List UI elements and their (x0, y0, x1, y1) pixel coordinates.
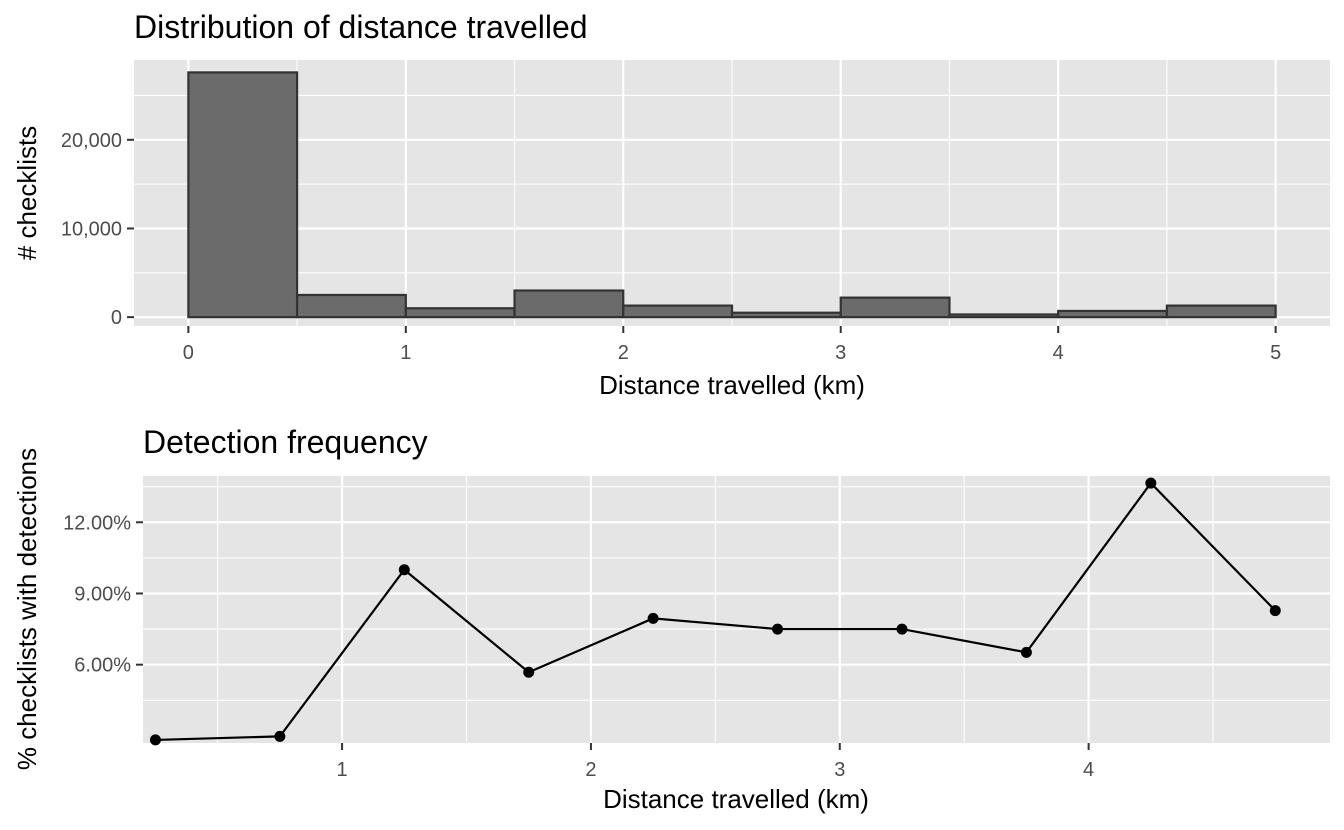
x-tick-label: 4 (1083, 759, 1094, 781)
y-tick-label: 9.00% (74, 583, 131, 605)
histogram-bar (730, 311, 842, 319)
detection-chart: Detection frequency 1 2 3 4 6.00% 9.00% 12.00%… (12, 424, 1330, 814)
histogram-bar (513, 289, 625, 319)
y-tick-label: 6.00% (74, 655, 131, 677)
histogram-bar (839, 296, 951, 319)
y-tick-label: 0 (111, 307, 122, 329)
histogram-chart: Distribution of distance travelled 0 1 2 3 4… (12, 9, 1330, 400)
detection-axes: 1 2 3 4 6.00% 9.00% 12.00% (63, 512, 1094, 781)
histogram-bar (948, 313, 1060, 319)
histogram-bar (622, 304, 734, 319)
x-tick-label: 1 (400, 342, 411, 364)
detection-point (398, 564, 410, 576)
x-tick-label: 1 (337, 759, 348, 781)
histogram-bar (295, 293, 407, 319)
histogram-x-axis-title: Distance travelled (km) (599, 370, 865, 400)
detection-x-axis-title: Distance travelled (km) (603, 784, 869, 814)
detection-line-series (149, 477, 1281, 746)
detection-line (155, 481, 1277, 742)
histogram-bar (404, 307, 516, 319)
x-tick-label: 0 (183, 342, 194, 364)
histogram-y-axis-title: # checklists (12, 126, 42, 260)
x-tick-label: 3 (835, 342, 846, 364)
detection-y-axis-title: % checklists with detections (12, 448, 42, 770)
x-tick-label: 2 (618, 342, 629, 364)
histogram-axes: 0 1 2 3 4 5 0 10,000 20,000 (61, 130, 1281, 364)
detection-panel (143, 476, 1330, 743)
detection-point (149, 734, 161, 746)
histogram-title: Distribution of distance travelled (134, 9, 588, 45)
x-tick-label: 2 (585, 759, 596, 781)
detection-point (647, 612, 659, 624)
y-tick-label: 12.00% (63, 512, 131, 534)
histogram-bar (187, 71, 299, 319)
detection-title: Detection frequency (143, 424, 428, 460)
detection-point (1269, 605, 1281, 617)
detection-grid (143, 476, 1330, 743)
histogram-bar (1057, 309, 1169, 319)
x-tick-label: 4 (1053, 342, 1064, 364)
y-tick-label: 10,000 (61, 218, 122, 240)
histogram-bar (1165, 304, 1277, 319)
y-tick-label: 20,000 (61, 130, 122, 152)
detection-point (1145, 477, 1157, 489)
detection-point (896, 623, 908, 635)
detection-point (523, 666, 535, 678)
detection-point (1020, 646, 1032, 658)
detection-point (772, 623, 784, 635)
x-tick-label: 3 (834, 759, 845, 781)
histogram-bars (187, 71, 1277, 319)
x-tick-label: 5 (1270, 342, 1281, 364)
detection-point (274, 730, 286, 742)
